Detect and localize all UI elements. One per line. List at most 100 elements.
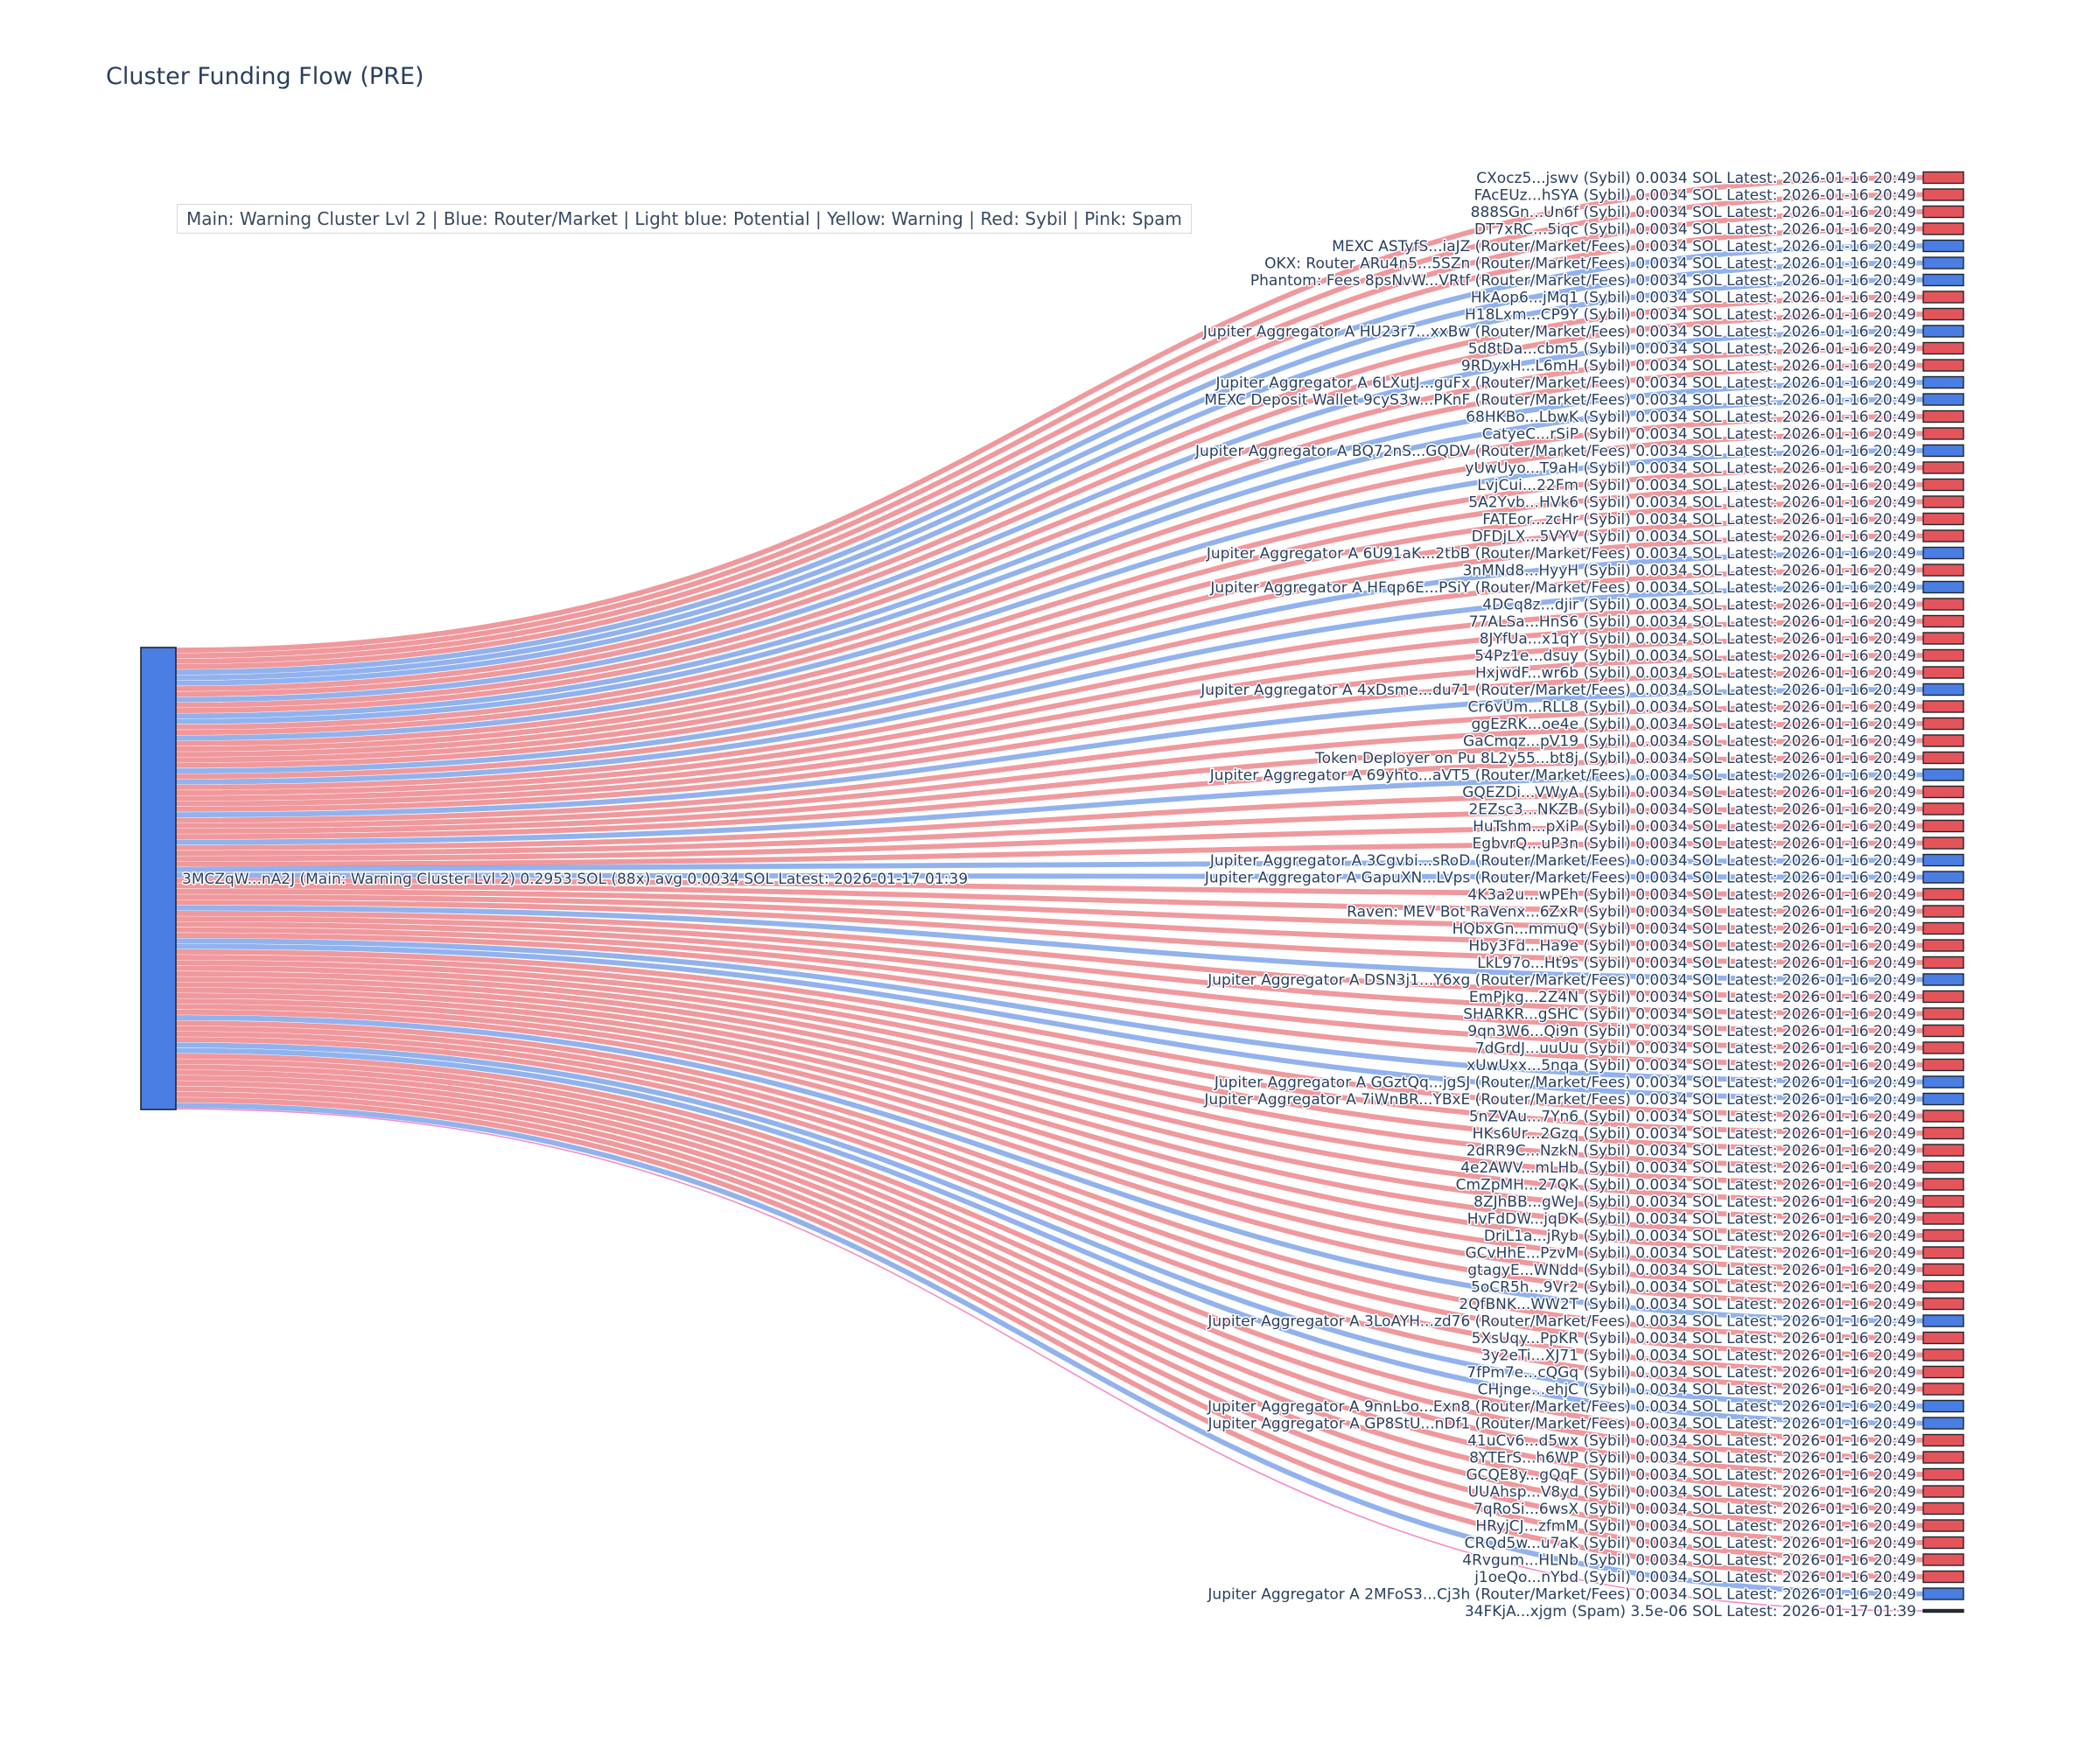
target-node[interactable]: [1922, 580, 1964, 594]
flow-link[interactable]: [175, 550, 1924, 774]
target-node[interactable]: [1922, 478, 1964, 492]
target-node[interactable]: [1922, 375, 1964, 389]
flow-link[interactable]: [175, 346, 1924, 708]
target-node[interactable]: [1922, 836, 1964, 850]
target-node[interactable]: [1922, 1536, 1964, 1550]
target-node[interactable]: [1922, 273, 1964, 287]
flow-link[interactable]: [175, 900, 1924, 965]
target-node[interactable]: [1922, 700, 1964, 713]
flow-link[interactable]: [175, 209, 1924, 664]
flow-link[interactable]: [175, 533, 1924, 768]
flow-link[interactable]: [175, 1081, 1924, 1529]
flow-link[interactable]: [175, 888, 1924, 931]
target-node[interactable]: [1922, 529, 1964, 542]
target-node[interactable]: [1922, 1024, 1964, 1038]
target-node[interactable]: [1922, 1075, 1964, 1088]
target-node[interactable]: [1922, 1519, 1964, 1532]
flow-link[interactable]: [175, 987, 1924, 1238]
target-node[interactable]: [1922, 598, 1964, 611]
target-node[interactable]: [1922, 461, 1964, 474]
flow-link[interactable]: [175, 601, 1924, 790]
target-node[interactable]: [1922, 495, 1964, 508]
flow-link[interactable]: [175, 175, 1924, 654]
target-node[interactable]: [1922, 1348, 1964, 1362]
target-node[interactable]: [1922, 427, 1964, 440]
flow-link[interactable]: [175, 858, 1924, 872]
target-node[interactable]: [1922, 1417, 1964, 1430]
flow-link[interactable]: [175, 1026, 1924, 1358]
flow-link[interactable]: [175, 1042, 1924, 1409]
target-node[interactable]: [1922, 632, 1964, 645]
target-node[interactable]: [1922, 1126, 1964, 1140]
flow-link[interactable]: [175, 619, 1924, 796]
target-node[interactable]: [1922, 1160, 1964, 1174]
target-node[interactable]: [1922, 768, 1964, 781]
target-node[interactable]: [1922, 1263, 1964, 1277]
target-node[interactable]: [1922, 546, 1964, 560]
target-node[interactable]: [1922, 1280, 1964, 1293]
flow-link[interactable]: [175, 567, 1924, 780]
target-node[interactable]: [1922, 188, 1964, 201]
flow-link[interactable]: [175, 905, 1924, 983]
flow-link[interactable]: [175, 1059, 1924, 1460]
flow-link[interactable]: [175, 738, 1924, 834]
target-node[interactable]: [1922, 1092, 1964, 1106]
flow-link[interactable]: [175, 1020, 1924, 1340]
target-node[interactable]: [1922, 1587, 1964, 1600]
target-node[interactable]: [1922, 1228, 1964, 1242]
flow-link[interactable]: [175, 584, 1924, 785]
target-node[interactable]: [1922, 512, 1964, 526]
flow-link[interactable]: [175, 911, 1924, 999]
target-node[interactable]: [1922, 1178, 1964, 1191]
flow-link[interactable]: [175, 1015, 1924, 1324]
flow-link[interactable]: [175, 878, 1924, 897]
target-node[interactable]: [1922, 256, 1964, 270]
flow-link[interactable]: [175, 1064, 1924, 1477]
target-node[interactable]: [1922, 853, 1964, 867]
target-node[interactable]: [1922, 751, 1964, 765]
flow-link[interactable]: [175, 1091, 1924, 1563]
flow-link[interactable]: [175, 294, 1924, 691]
target-node[interactable]: [1922, 614, 1964, 628]
flow-link[interactable]: [175, 772, 1924, 845]
flow-link[interactable]: [175, 921, 1924, 1033]
flow-link[interactable]: [175, 430, 1924, 736]
flow-link[interactable]: [175, 669, 1924, 812]
target-node[interactable]: [1922, 393, 1964, 406]
flow-link[interactable]: [175, 516, 1924, 763]
target-node[interactable]: [1922, 341, 1964, 355]
target-node[interactable]: [1922, 1467, 1964, 1481]
flow-link[interactable]: [175, 260, 1924, 681]
flow-link[interactable]: [175, 328, 1924, 703]
flow-link[interactable]: [175, 970, 1924, 1187]
target-node[interactable]: [1922, 1365, 1964, 1379]
flow-link[interactable]: [175, 1069, 1924, 1494]
target-node[interactable]: [1922, 1485, 1964, 1498]
flow-link[interactable]: [175, 840, 1924, 867]
target-node[interactable]: [1922, 921, 1964, 935]
target-node[interactable]: [1922, 1041, 1964, 1054]
target-node[interactable]: [1922, 1314, 1964, 1327]
target-node[interactable]: [1922, 1144, 1964, 1157]
flow-link[interactable]: [175, 192, 1924, 659]
target-node[interactable]: [1922, 239, 1964, 253]
flow-link[interactable]: [175, 955, 1924, 1136]
flow-link[interactable]: [175, 414, 1924, 730]
flow-link[interactable]: [175, 872, 1924, 880]
flow-link[interactable]: [175, 993, 1924, 1256]
flow-link[interactable]: [175, 1053, 1924, 1443]
flow-link[interactable]: [175, 499, 1924, 758]
target-node[interactable]: [1922, 359, 1964, 372]
target-node[interactable]: [1922, 648, 1964, 662]
flow-link[interactable]: [175, 1047, 1924, 1426]
flow-link[interactable]: [175, 653, 1924, 807]
flow-link[interactable]: [175, 635, 1924, 802]
target-node[interactable]: [1922, 939, 1964, 952]
flow-link[interactable]: [175, 312, 1924, 697]
flow-link[interactable]: [175, 938, 1924, 1085]
flow-link[interactable]: [175, 894, 1924, 948]
flow-link[interactable]: [175, 1037, 1924, 1392]
target-node[interactable]: [1922, 1007, 1964, 1020]
target-node[interactable]: [1922, 307, 1964, 321]
flow-link[interactable]: [175, 883, 1924, 914]
